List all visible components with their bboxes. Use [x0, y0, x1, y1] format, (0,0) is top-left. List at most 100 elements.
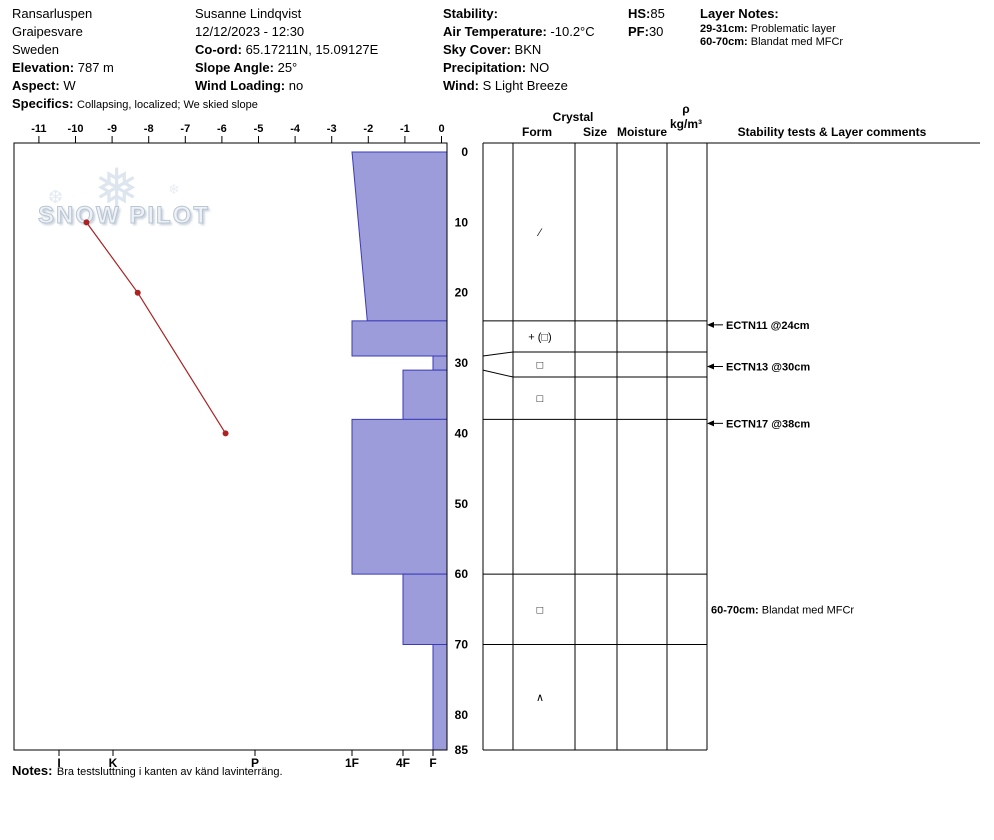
layer-comments: 60-70cm: Blandat med MFCr: [711, 604, 854, 616]
hardness-bars: [351, 151, 448, 751]
specifics-label: Specifics:: [12, 96, 74, 111]
coord-label: Co-ord:: [195, 42, 242, 57]
wind-row: Wind: S Light Breeze: [443, 77, 595, 95]
svg-text:10: 10: [455, 215, 469, 229]
notes-row: Notes: Bra testsluttning i kanten av kän…: [12, 762, 283, 780]
sky-cover-label: Sky Cover:: [443, 42, 511, 57]
svg-text:∕: ∕: [536, 227, 543, 239]
svg-text:Moisture: Moisture: [617, 125, 667, 139]
layer-note: 60-70cm: Blandat med MFCr: [700, 36, 843, 49]
svg-text:Size: Size: [583, 125, 607, 139]
elevation-label: Elevation:: [12, 60, 75, 75]
wind-value: S Light Breeze: [482, 78, 568, 93]
wind-loading-row: Wind Loading: no: [195, 77, 378, 95]
svg-text:0: 0: [438, 123, 444, 135]
svg-text:-1: -1: [400, 123, 410, 135]
svg-text:60: 60: [455, 567, 469, 581]
svg-text:+ (□): + (□): [528, 331, 551, 343]
svg-text:Stability tests & Layer commen: Stability tests & Layer comments: [738, 125, 927, 139]
header-col-conditions: Stability: Air Temperature: -10.2°C Sky …: [443, 5, 595, 95]
svg-text:30: 30: [455, 356, 469, 370]
svg-text:-11: -11: [31, 123, 46, 135]
sky-cover-row: Sky Cover: BKN: [443, 41, 595, 59]
svg-text:-5: -5: [254, 123, 264, 135]
layer-notes-title: Layer Notes:: [700, 6, 779, 21]
svg-text:80: 80: [455, 708, 469, 722]
pf-value: 30: [648, 24, 664, 39]
layer-note: 29-31cm: Problematic layer: [700, 23, 843, 36]
hardness-axis: I K P 1F 4F F: [57, 750, 437, 770]
layer-note-range: 29-31cm:: [700, 23, 748, 35]
svg-text:□: □: [537, 604, 544, 616]
svg-text:-6: -6: [217, 123, 227, 135]
slope-angle-label: Slope Angle:: [195, 60, 274, 75]
hs-row: HS:85: [628, 5, 665, 23]
svg-text:-4: -4: [290, 123, 301, 135]
svg-text:I: I: [57, 756, 60, 770]
layer-note-text: Problematic layer: [750, 23, 836, 35]
svg-text:P: P: [251, 756, 259, 770]
observer-name: Susanne Lindqvist: [195, 6, 302, 21]
svg-text:70: 70: [455, 637, 469, 651]
precip-label: Precipitation:: [443, 60, 527, 75]
svg-text:K: K: [109, 756, 118, 770]
slope-angle-value: 25°: [277, 60, 298, 75]
svg-text:1F: 1F: [345, 756, 359, 770]
svg-text:∧: ∧: [536, 692, 544, 704]
svg-text:85: 85: [455, 743, 469, 757]
svg-text:Crystal: Crystal: [553, 110, 594, 124]
svg-text:ECTN17 @38cm: ECTN17 @38cm: [726, 418, 810, 430]
aspect-row: Aspect: W: [12, 77, 258, 95]
pit-country: Sweden: [12, 42, 59, 57]
pf-row: PF:30: [628, 23, 665, 41]
specifics-value: Collapsing, localized; We skied slope: [77, 99, 258, 111]
svg-text:ECTN11 @24cm: ECTN11 @24cm: [726, 320, 810, 332]
grain-form-symbols: ∕ + (□) □ □ □ ∧: [528, 227, 551, 704]
elevation-value: 787 m: [77, 60, 114, 75]
precip-value: NO: [529, 60, 550, 75]
temp-axis: -11 -10 -9 -8 -7 -6 -5 -4 -3 -2 -1 0: [31, 123, 445, 143]
pf-label: PF:: [628, 24, 649, 39]
svg-text:kg/m³: kg/m³: [670, 117, 702, 131]
layer-note-range: 60-70cm:: [700, 36, 748, 48]
slope-angle-row: Slope Angle: 25°: [195, 59, 378, 77]
header-col-observer: Susanne Lindqvist 12/12/2023 - 12:30 Co-…: [195, 5, 378, 95]
notes-text: Bra testsluttning i kanten av känd lavin…: [56, 766, 283, 778]
air-temp-value: -10.2°C: [550, 24, 595, 39]
precip-row: Precipitation: NO: [443, 59, 595, 77]
layer-note-text: Blandat med MFCr: [750, 36, 844, 48]
specifics-row: Specifics: Collapsing, localized; We ski…: [12, 95, 258, 114]
hs-value: 85: [650, 6, 665, 21]
svg-text:-3: -3: [327, 123, 337, 135]
stability-row: Stability:: [443, 5, 595, 23]
layer-table: [482, 142, 980, 751]
svg-text:Form: Form: [522, 125, 552, 139]
svg-text:50: 50: [455, 497, 469, 511]
svg-text:-7: -7: [180, 123, 190, 135]
coord-value: 65.17211N, 15.09127E: [245, 42, 379, 57]
stability-label: Stability:: [443, 6, 498, 21]
air-temp-label: Air Temperature:: [443, 24, 547, 39]
wind-loading-label: Wind Loading:: [195, 78, 286, 93]
temperature-line: [83, 219, 229, 437]
svg-text:ECTN13 @30cm: ECTN13 @30cm: [726, 362, 810, 374]
header-col-location: Ransarluspen Graipesvare Sweden Elevatio…: [12, 5, 258, 114]
header-col-hs-pf: HS:85 PF:30: [628, 5, 665, 41]
svg-text:-9: -9: [107, 123, 117, 135]
aspect-label: Aspect:: [12, 78, 60, 93]
svg-text:60-70cm: Blandat med MFCr: 60-70cm: Blandat med MFCr: [711, 604, 854, 616]
header-col-layer-notes: Layer Notes: 29-31cm: Problematic layer …: [700, 5, 843, 49]
aspect-value: W: [63, 78, 76, 93]
svg-text:4F: 4F: [396, 756, 410, 770]
svg-text:ρ: ρ: [682, 102, 689, 116]
depth-axis: 0 10 20 30 40 50 60 70 80 85: [455, 145, 469, 757]
svg-text:20: 20: [455, 286, 469, 300]
svg-text:F: F: [429, 756, 436, 770]
air-temp-row: Air Temperature: -10.2°C: [443, 23, 595, 41]
stability-tests: ECTN11 @24cm ECTN13 @30cm ECTN17 @38cm: [707, 320, 810, 430]
hs-label: HS:: [628, 6, 651, 21]
svg-text:-2: -2: [363, 123, 373, 135]
